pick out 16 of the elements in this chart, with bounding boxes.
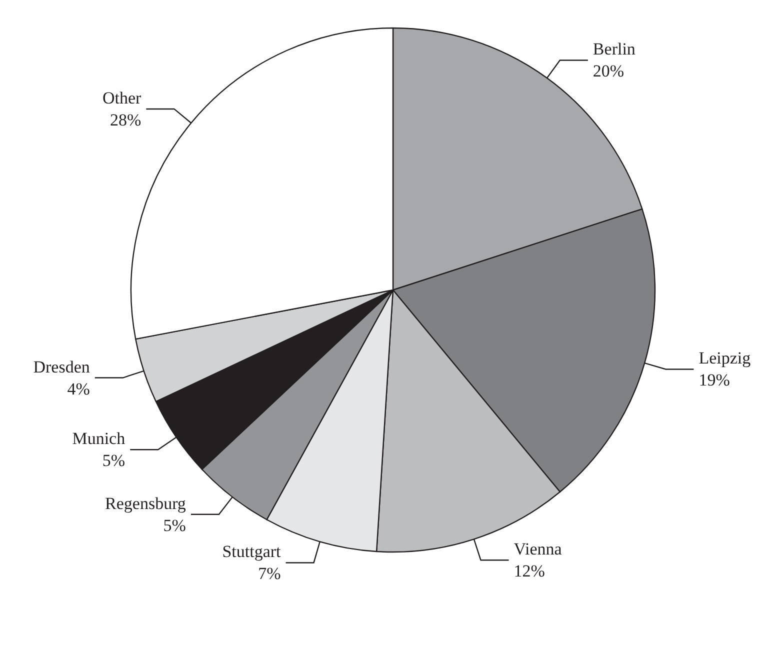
slice-label: Dresden	[33, 357, 90, 376]
slice-label: Berlin	[592, 40, 636, 59]
slice-label: Munich	[72, 429, 126, 448]
slice-label: Stuttgart	[222, 542, 282, 562]
data-label: 5%	[102, 451, 126, 470]
slice-label: Vienna	[514, 540, 562, 559]
slice-label: Leipzig	[698, 348, 752, 368]
data-label: 7%	[258, 564, 281, 584]
data-label: 20%	[592, 62, 624, 81]
data-label: 5%	[163, 516, 186, 535]
data-label: 19%	[698, 370, 730, 390]
slice-label: Regensburg	[105, 494, 186, 513]
data-label: 4%	[67, 379, 90, 398]
slice-label: Other	[102, 88, 142, 108]
data-label: 28%	[110, 110, 142, 130]
data-label: 12%	[514, 562, 545, 581]
